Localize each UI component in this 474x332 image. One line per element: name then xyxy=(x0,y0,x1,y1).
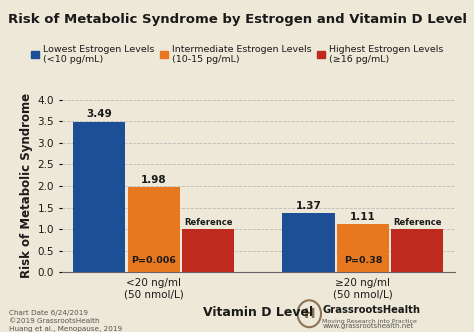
Text: Reference: Reference xyxy=(184,218,232,227)
Text: 1.37: 1.37 xyxy=(296,201,321,211)
Y-axis label: Risk of Metabolic Syndrome: Risk of Metabolic Syndrome xyxy=(20,93,33,279)
Text: H: H xyxy=(303,307,315,321)
Legend: Lowest Estrogen Levels
(<10 pg/mL), Intermediate Estrogen Levels
(10-15 pg/mL), : Lowest Estrogen Levels (<10 pg/mL), Inte… xyxy=(31,44,443,64)
Text: 3.49: 3.49 xyxy=(86,110,112,120)
Text: 1.11: 1.11 xyxy=(350,212,376,222)
Bar xyxy=(391,229,444,272)
Bar xyxy=(283,213,335,272)
Text: Risk of Metabolic Syndrome by Estrogen and Vitamin D Level: Risk of Metabolic Syndrome by Estrogen a… xyxy=(8,13,466,26)
Text: Reference: Reference xyxy=(393,218,442,227)
Text: Chart Date 6/24/2019
©2019 GrassrootsHealth
Huang et al., Menopause, 2019: Chart Date 6/24/2019 ©2019 GrassrootsHea… xyxy=(9,310,123,332)
Text: P=0.38: P=0.38 xyxy=(344,256,382,265)
Bar xyxy=(182,229,234,272)
Text: P=0.006: P=0.006 xyxy=(131,256,176,265)
Bar xyxy=(337,224,389,272)
Text: Moving Research into Practice: Moving Research into Practice xyxy=(322,319,417,324)
Text: 1.98: 1.98 xyxy=(141,175,166,185)
Text: www.grassrootshealth.net: www.grassrootshealth.net xyxy=(322,323,414,329)
Bar xyxy=(128,187,180,272)
Text: Vitamin D Level: Vitamin D Level xyxy=(203,306,313,319)
Bar xyxy=(73,122,126,272)
Text: GrassrootsHealth: GrassrootsHealth xyxy=(322,305,420,315)
